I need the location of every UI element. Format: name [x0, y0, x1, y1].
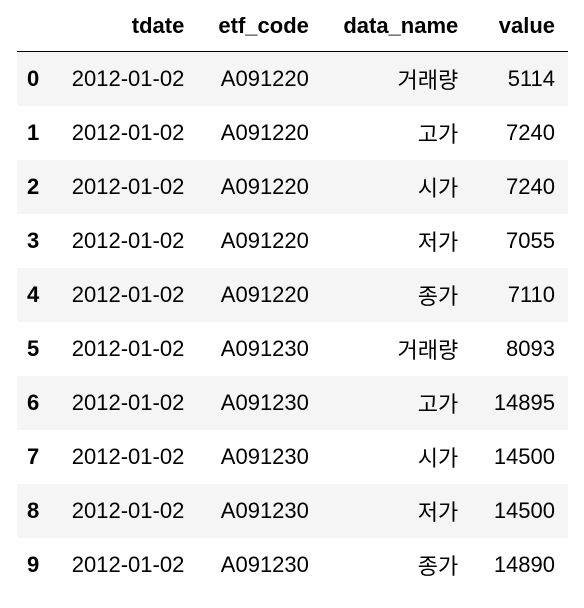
row-index: 0 [27, 65, 40, 91]
cell-tdate: 2012-01-02 [71, 227, 185, 253]
cell-value: 14500 [493, 443, 555, 469]
header-index [17, 0, 55, 52]
cell-etf-code: A091230 [220, 551, 309, 577]
cell-tdate: 2012-01-02 [71, 119, 185, 145]
header-data-name: data_name [343, 13, 459, 38]
cell-data-name: 저가 [417, 229, 459, 255]
cell-data-name: 시가 [417, 175, 459, 201]
table-body: 0 2012-01-02 A091220 거래량 5114 1 2012-01-… [17, 51, 568, 592]
header-etf-code: etf_code [218, 13, 309, 38]
cell-value: 7240 [506, 173, 555, 199]
table-header: tdate etf_code data_name value [17, 0, 568, 52]
header-row: tdate etf_code data_name value [17, 0, 568, 52]
cell-tdate: 2012-01-02 [71, 65, 185, 91]
row-index: 4 [27, 281, 40, 307]
cell-tdate: 2012-01-02 [71, 551, 185, 577]
cell-tdate: 2012-01-02 [71, 443, 185, 469]
row-index: 8 [27, 497, 40, 523]
cell-value: 14500 [493, 497, 555, 523]
cell-data-name: 고가 [417, 121, 459, 147]
table-row: 9 2012-01-02 A091230 종가 14890 [17, 538, 568, 592]
table-row: 2 2012-01-02 A091220 시가 7240 [17, 159, 568, 214]
cell-data-name: 저가 [417, 499, 459, 525]
table-row: 8 2012-01-02 A091230 저가 14500 [17, 483, 568, 538]
row-index: 1 [27, 119, 40, 145]
cell-value: 14890 [493, 551, 555, 577]
cell-etf-code: A091220 [220, 119, 309, 145]
table-row: 5 2012-01-02 A091230 거래량 8093 [17, 322, 568, 376]
cell-tdate: 2012-01-02 [71, 497, 185, 523]
table-row: 0 2012-01-02 A091220 거래량 5114 [17, 51, 568, 106]
cell-data-name: 거래량 [397, 67, 459, 93]
cell-etf-code: A091230 [220, 389, 309, 415]
header-value: value [498, 13, 555, 38]
cell-tdate: 2012-01-02 [71, 335, 185, 361]
cell-data-name: 거래량 [397, 337, 459, 363]
cell-data-name: 고가 [417, 391, 459, 417]
cell-value: 7240 [506, 119, 555, 145]
row-index: 3 [27, 227, 40, 253]
cell-tdate: 2012-01-02 [71, 389, 185, 415]
cell-data-name: 종가 [417, 283, 459, 309]
cell-etf-code: A091230 [220, 443, 309, 469]
cell-value: 7110 [507, 281, 555, 307]
table-row: 7 2012-01-02 A091230 시가 14500 [17, 430, 568, 484]
table-row: 4 2012-01-02 A091220 종가 7110 [17, 267, 568, 322]
row-index: 7 [27, 443, 40, 469]
cell-etf-code: A091220 [220, 65, 309, 91]
cell-value: 5114 [507, 65, 555, 91]
cell-etf-code: A091230 [220, 335, 309, 361]
row-index: 9 [27, 551, 40, 577]
table-row: 3 2012-01-02 A091220 저가 7055 [17, 214, 568, 268]
cell-etf-code: A091220 [220, 281, 309, 307]
row-index: 6 [27, 389, 40, 415]
header-tdate: tdate [131, 13, 185, 38]
cell-value: 8093 [506, 335, 555, 361]
cell-etf-code: A091220 [220, 173, 309, 199]
cell-etf-code: A091220 [220, 227, 309, 253]
cell-data-name: 종가 [417, 553, 459, 579]
dataframe-table: tdate etf_code data_name value 0 2012-01… [17, 0, 568, 592]
cell-data-name: 시가 [417, 445, 459, 471]
cell-value: 7055 [506, 227, 555, 253]
cell-tdate: 2012-01-02 [71, 281, 185, 307]
table-row: 6 2012-01-02 A091230 고가 14895 [17, 375, 568, 430]
row-index: 2 [27, 173, 40, 199]
cell-etf-code: A091230 [220, 497, 309, 523]
cell-value: 14895 [493, 389, 555, 415]
cell-tdate: 2012-01-02 [71, 173, 185, 199]
table-row: 1 2012-01-02 A091220 고가 7240 [17, 106, 568, 160]
row-index: 5 [27, 335, 40, 361]
